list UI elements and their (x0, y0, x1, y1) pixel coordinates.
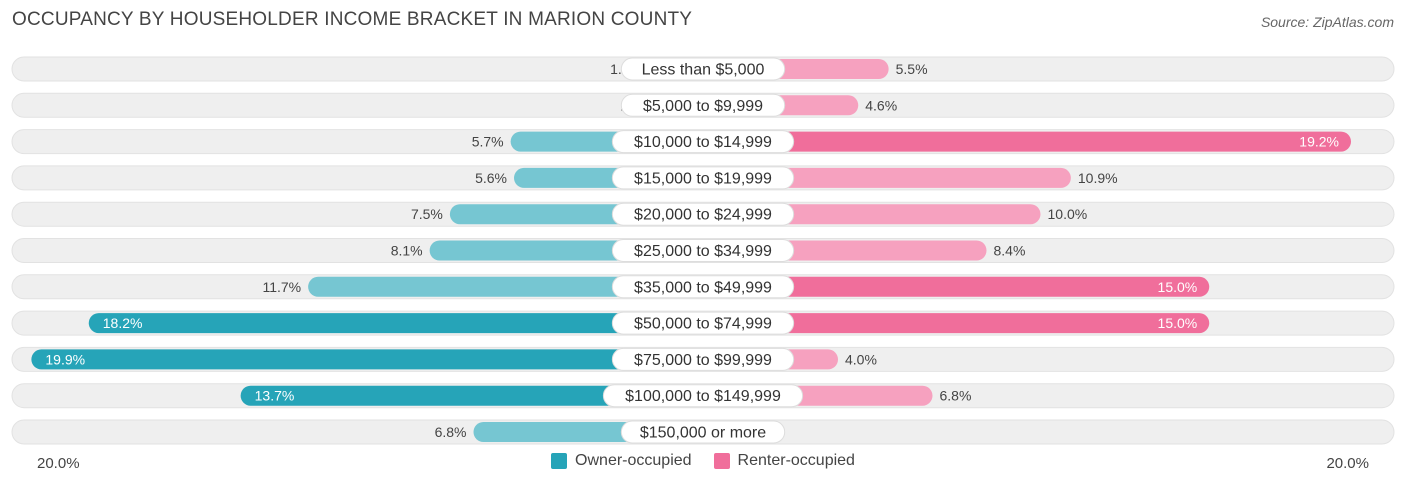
category-label: $20,000 to $24,999 (634, 207, 772, 224)
category-pill (602, 384, 804, 408)
value-label-owner: 11.7% (262, 279, 301, 295)
legend-item-owner: Owner-occupied (551, 452, 692, 470)
value-label-renter: 5.5% (896, 61, 928, 77)
bar-owner (88, 313, 703, 334)
axis-left-label: 20.0% (37, 455, 80, 472)
category-label: $35,000 to $49,999 (634, 279, 772, 296)
category-label: $50,000 to $74,999 (634, 316, 772, 333)
value-label-owner: 19.9% (45, 351, 85, 367)
legend-label-owner: Owner-occupied (575, 452, 692, 469)
category-pill (611, 166, 795, 190)
value-label-owner: 18.2% (103, 315, 143, 331)
value-label-renter: 15.0% (1158, 315, 1198, 331)
value-label-renter: 6.8% (940, 388, 972, 404)
chart-source: Source: ZipAtlas.com (1260, 14, 1394, 30)
category-label: $15,000 to $19,999 (634, 170, 772, 187)
category-label: $75,000 to $99,999 (634, 352, 772, 369)
legend: Owner-occupied Renter-occupied (0, 452, 1406, 470)
bar-renter (703, 167, 1071, 188)
category-label: $25,000 to $34,999 (634, 243, 772, 260)
category-label: $100,000 to $149,999 (625, 388, 781, 405)
category-label: Less than $5,000 (642, 62, 765, 79)
value-label-owner: 5.6% (475, 170, 507, 186)
category-pill (611, 239, 795, 262)
legend-swatch-renter (713, 453, 730, 469)
value-label-owner: 8.1% (391, 243, 423, 259)
value-label-renter: 4.0% (845, 351, 877, 367)
category-label: $150,000 or more (640, 425, 766, 442)
bar-owner (308, 276, 703, 297)
value-label-renter: 15.0% (1158, 279, 1198, 295)
value-label-renter: 8.4% (994, 243, 1026, 259)
bar-renter (703, 131, 1351, 152)
category-label: $10,000 to $14,999 (634, 134, 772, 151)
category-pill (620, 93, 786, 117)
category-pill (620, 420, 786, 444)
category-pill (611, 275, 795, 299)
value-label-owner: 5.7% (472, 134, 504, 150)
category-pill (620, 57, 786, 81)
legend-item-renter: Renter-occupied (713, 452, 855, 470)
value-label-renter: 10.0% (1048, 206, 1088, 222)
bar-owner (240, 385, 703, 406)
category-pill (611, 130, 795, 154)
bar-renter (703, 276, 1210, 297)
category-label: $5,000 to $9,999 (643, 98, 763, 115)
value-label-owner: 7.5% (411, 206, 443, 222)
axis-right-label: 20.0% (1326, 455, 1369, 472)
legend-label-renter: Renter-occupied (737, 452, 855, 469)
value-label-owner: 6.8% (435, 424, 467, 440)
legend-swatch-owner (551, 453, 568, 469)
chart-title: OCCUPANCY BY HOUSEHOLDER INCOME BRACKET … (12, 9, 693, 30)
value-label-renter: 4.6% (865, 97, 897, 113)
value-label-renter: 10.9% (1078, 170, 1118, 186)
value-label-renter: 19.2% (1299, 134, 1339, 150)
category-pill (611, 311, 795, 335)
value-label-owner: 13.7% (255, 388, 295, 404)
category-pill (611, 202, 795, 226)
category-pill (611, 347, 795, 371)
bar-owner (31, 349, 703, 370)
bar-renter (703, 313, 1210, 334)
